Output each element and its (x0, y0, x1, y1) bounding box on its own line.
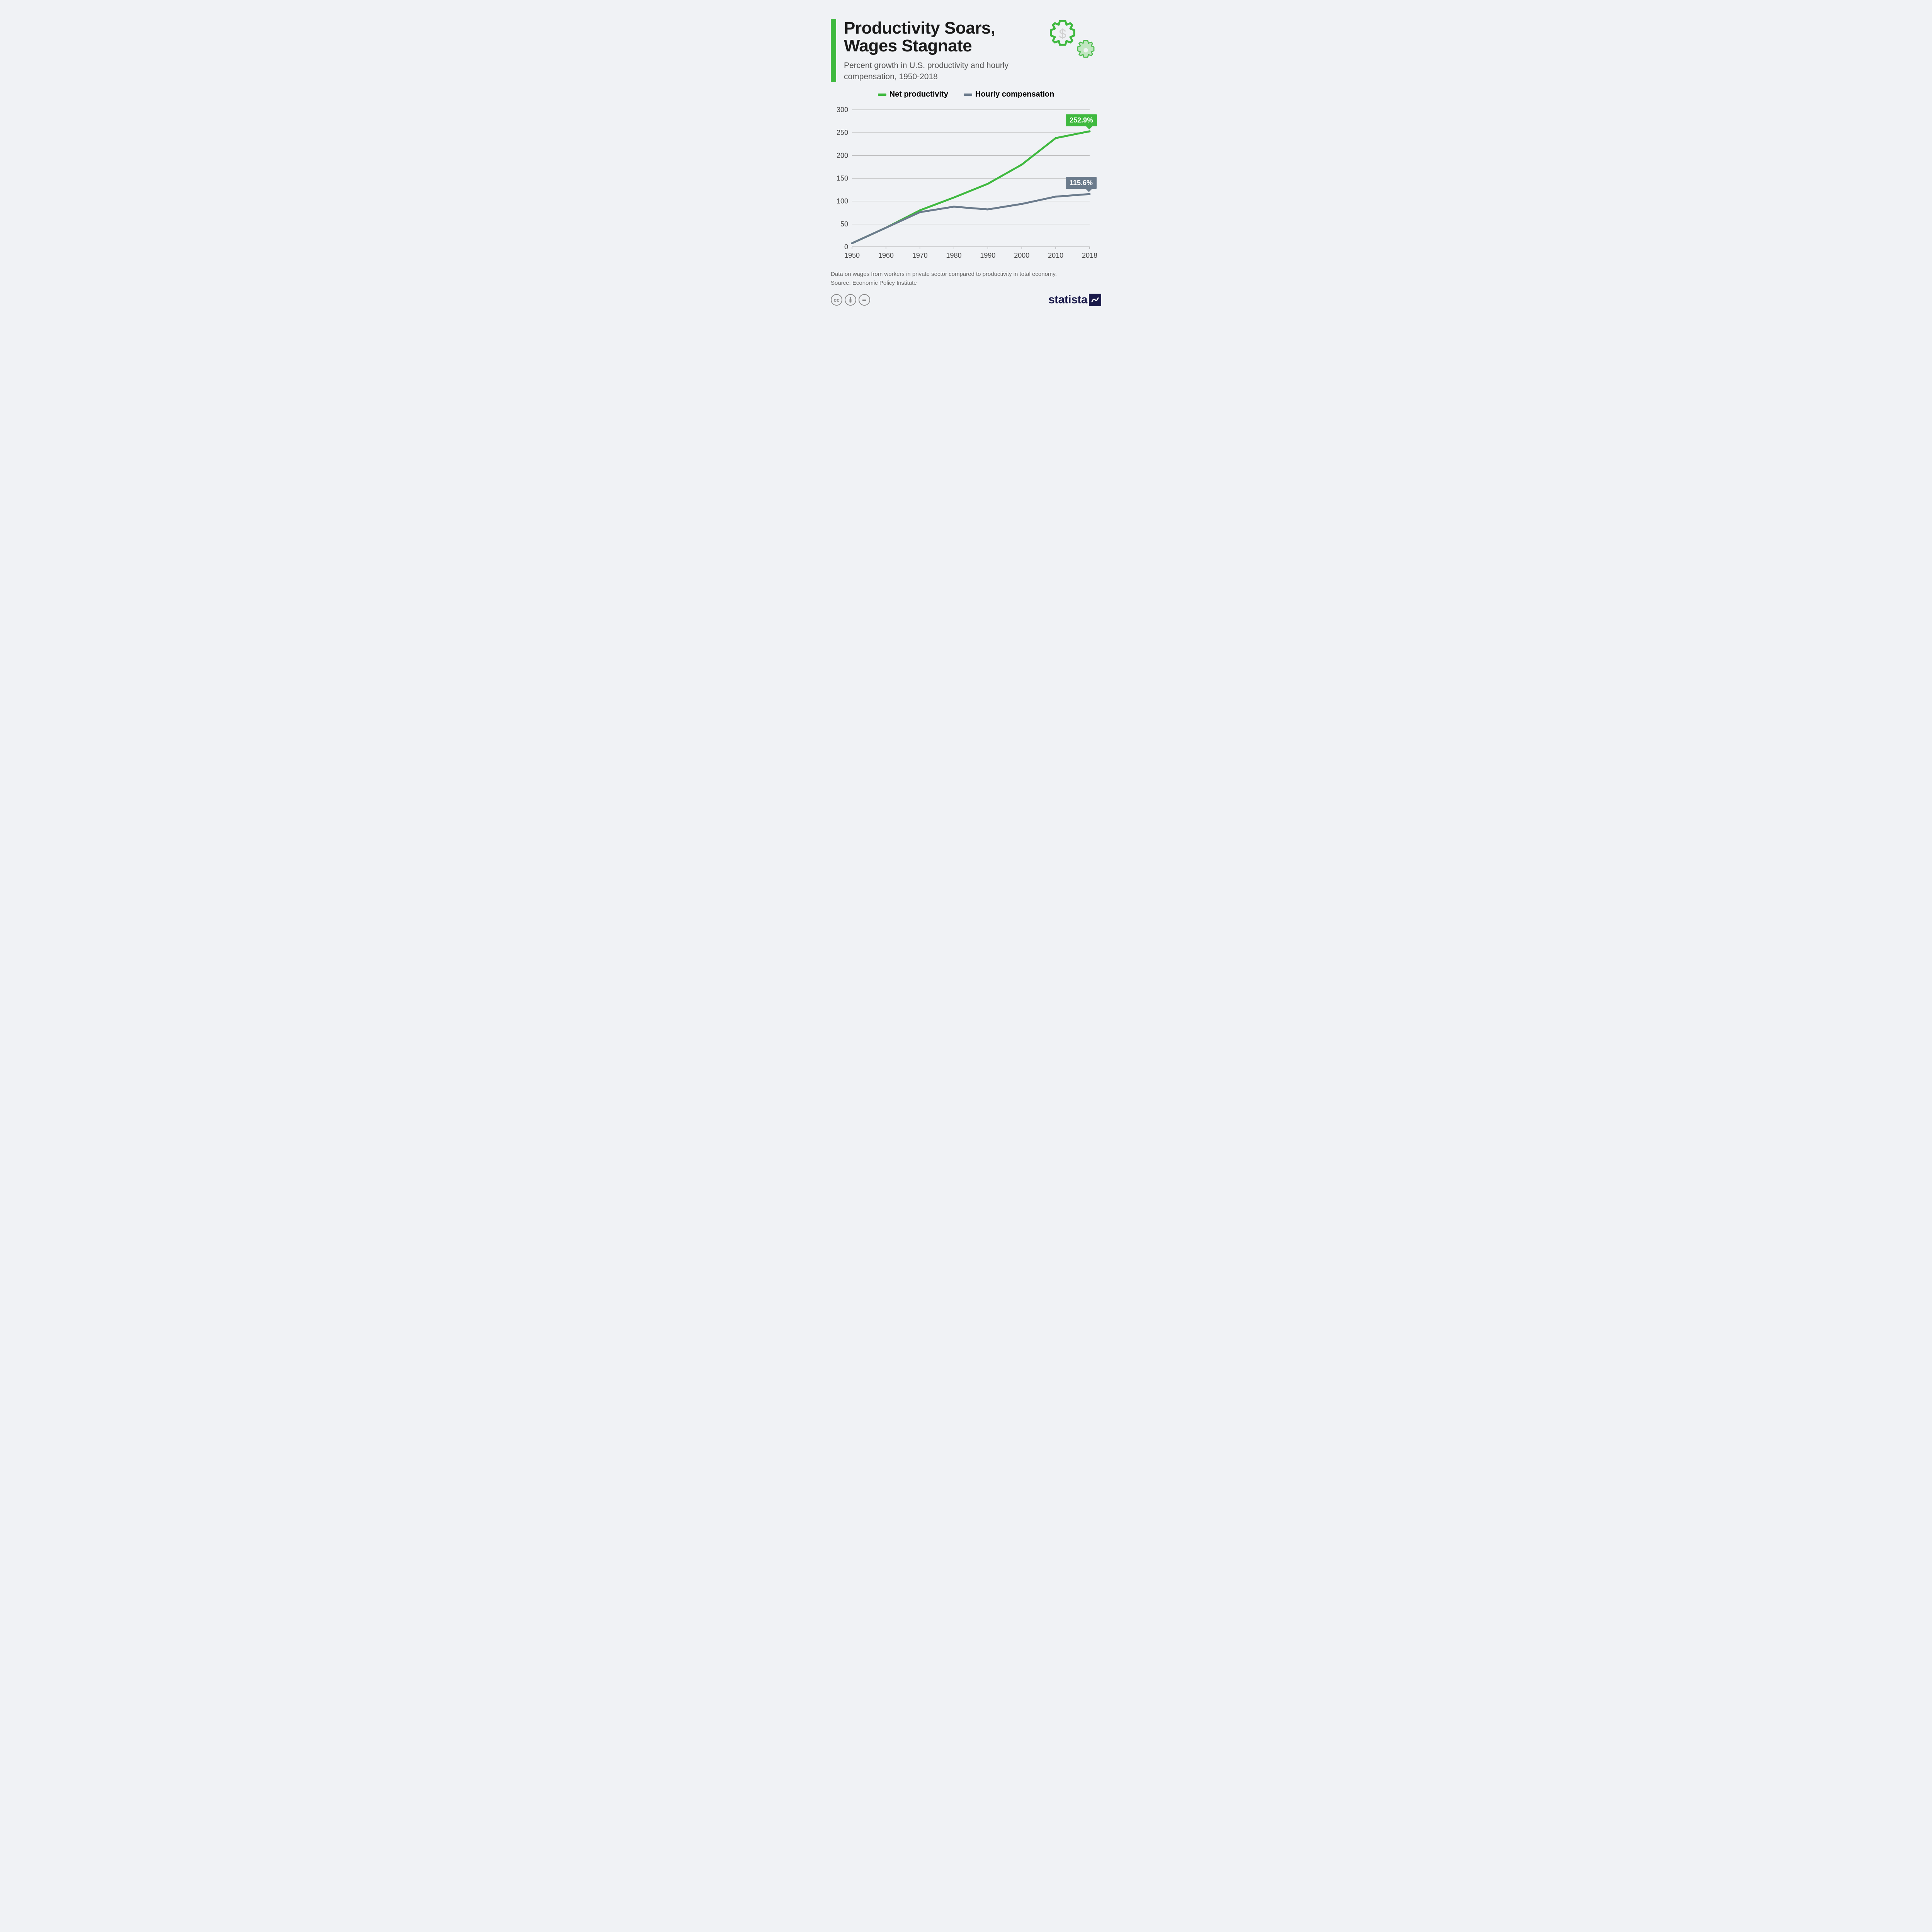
svg-text:$: $ (1059, 27, 1066, 41)
callout-value: 252.9% (1070, 116, 1093, 124)
svg-text:250: 250 (837, 129, 848, 136)
nd-icon (859, 294, 870, 306)
callout-value: 115.6% (1070, 179, 1093, 187)
title-block: Productivity Soars, Wages Stagnate Perce… (844, 19, 1039, 82)
header: Productivity Soars, Wages Stagnate Perce… (831, 19, 1101, 82)
legend-label: Net productivity (889, 90, 948, 99)
brand-logo-icon (1089, 294, 1101, 306)
svg-text:300: 300 (837, 106, 848, 114)
line-chart: 0 50 100 150 200 250 300 1950 1960 1970 1980 1990 20… (831, 102, 1101, 266)
svg-text:0: 0 (844, 243, 848, 251)
svg-text:2010: 2010 (1048, 252, 1063, 259)
svg-text:1970: 1970 (912, 252, 928, 259)
callout-compensation: 115.6% (1066, 177, 1097, 189)
svg-text:50: 50 (840, 220, 848, 228)
cc-icon: cc (831, 294, 842, 306)
license-icons: cc (831, 294, 870, 306)
svg-text:150: 150 (837, 175, 848, 182)
svg-text:2018: 2018 (1082, 252, 1097, 259)
svg-text:1990: 1990 (980, 252, 995, 259)
source-line: Source: Economic Policy Institute (831, 280, 1101, 286)
footnote: Data on wages from workers in private se… (831, 270, 1101, 278)
footer: cc statista (831, 293, 1101, 306)
legend-label: Hourly compensation (975, 90, 1054, 99)
accent-bar (831, 19, 836, 82)
by-icon (845, 294, 856, 306)
svg-text:1960: 1960 (878, 252, 894, 259)
gear-dollar-icon: $ (1047, 19, 1101, 66)
legend: Net productivity Hourly compensation (831, 90, 1101, 99)
brand: statista (1048, 293, 1101, 306)
svg-text:2000: 2000 (1014, 252, 1029, 259)
chart-svg: 0 50 100 150 200 250 300 1950 1960 1970 1980 1990 20… (831, 102, 1101, 264)
infographic-card: Productivity Soars, Wages Stagnate Perce… (819, 8, 1113, 314)
legend-swatch (964, 94, 972, 96)
legend-swatch (878, 94, 886, 96)
svg-text:1980: 1980 (946, 252, 962, 259)
page-subtitle: Percent growth in U.S. productivity and … (844, 60, 1039, 82)
legend-item-productivity: Net productivity (878, 90, 948, 99)
callout-productivity: 252.9% (1066, 114, 1097, 126)
svg-text:1950: 1950 (844, 252, 860, 259)
page-title: Productivity Soars, Wages Stagnate (844, 19, 1039, 55)
legend-item-compensation: Hourly compensation (964, 90, 1054, 99)
svg-text:100: 100 (837, 197, 848, 205)
svg-text:200: 200 (837, 151, 848, 159)
brand-text: statista (1048, 293, 1087, 306)
